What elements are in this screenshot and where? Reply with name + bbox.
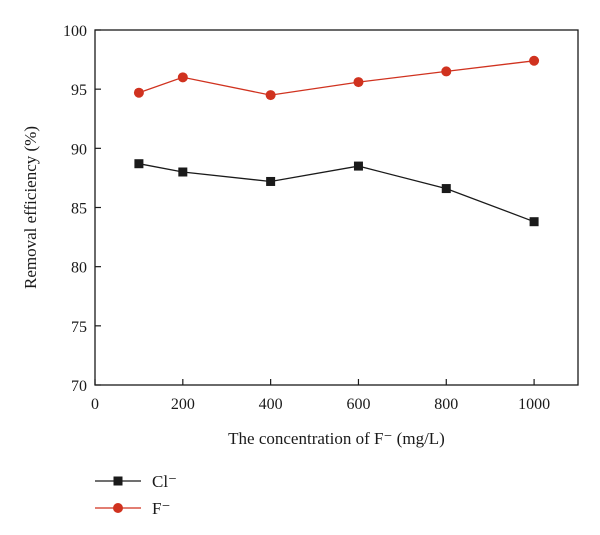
series-1 [133,55,540,101]
legend-marker [113,503,123,513]
data-point [134,159,144,169]
series-layer [133,55,540,227]
series-0 [134,159,539,227]
data-point [441,66,452,77]
data-point [133,87,144,98]
legend-label: Cl⁻ [152,472,177,491]
x-axis-ticks: 0 200 400 600 800 1000 [91,379,550,413]
x-tick-label: 400 [259,396,283,413]
data-point [265,90,276,101]
y-tick-label: 100 [63,23,87,40]
x-tick-label: 0 [91,396,99,413]
legend: Cl⁻ F⁻ [95,472,177,518]
x-tick-label: 600 [346,396,370,413]
y-tick-label: 85 [71,201,87,218]
y-tick-label: 80 [71,260,87,277]
data-point [353,77,364,88]
data-point [441,184,451,194]
data-point [177,72,188,83]
y-axis-ticks: 70 75 80 85 90 95 100 [63,23,101,395]
series-line [138,60,535,96]
data-point [529,217,539,227]
y-tick-label: 70 [71,378,87,395]
y-tick-label: 75 [71,319,87,336]
series-line [138,163,535,223]
x-tick-label: 200 [171,396,195,413]
legend-label: F⁻ [152,499,170,518]
x-tick-label: 1000 [518,396,550,413]
legend-marker [113,476,123,486]
y-tick-label: 90 [71,141,87,158]
y-axis-label: Removal efficiency (%) [21,126,40,289]
legend-item: Cl⁻ [95,472,177,491]
data-point [178,167,188,177]
data-point [266,176,276,186]
legend-item: F⁻ [95,499,170,518]
data-point [353,161,363,171]
x-axis-label: The concentration of F⁻ (mg/L) [228,429,445,448]
y-tick-label: 95 [71,82,87,99]
data-point [529,55,540,66]
x-tick-label: 800 [434,396,458,413]
